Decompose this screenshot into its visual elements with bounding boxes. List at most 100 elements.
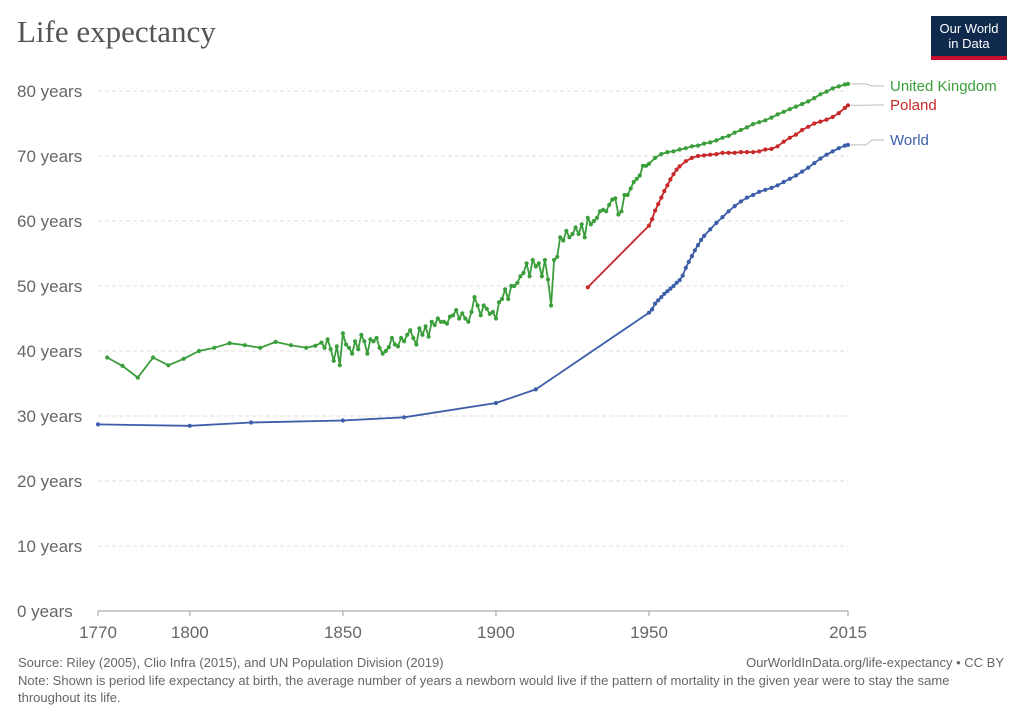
data-point — [775, 112, 780, 117]
data-point — [340, 331, 345, 336]
data-point — [478, 313, 483, 318]
data-point — [435, 316, 440, 321]
data-point — [399, 335, 404, 341]
data-point — [368, 337, 373, 342]
series-labels: United Kingdom Poland World — [851, 78, 997, 149]
data-point — [340, 418, 345, 423]
data-point — [386, 345, 391, 350]
owid-logo[interactable]: Our World in Data — [931, 16, 1007, 60]
data-point — [775, 183, 780, 188]
data-point — [377, 345, 382, 350]
data-point — [570, 231, 575, 237]
x-tick-label: 2015 — [829, 623, 867, 642]
y-tick-label: 60 years — [17, 212, 82, 231]
data-point — [616, 212, 621, 217]
data-point — [533, 387, 538, 392]
data-point — [325, 337, 330, 342]
data-point — [830, 86, 835, 91]
series-label: United Kingdom — [890, 78, 997, 95]
data-point — [273, 339, 278, 344]
data-point — [800, 101, 805, 107]
data-point — [457, 316, 462, 321]
data-point — [836, 111, 841, 116]
data-point — [481, 303, 486, 308]
data-point — [524, 261, 529, 266]
label-connector — [851, 83, 884, 87]
data-point — [555, 254, 560, 259]
data-point — [695, 143, 701, 148]
data-point — [646, 161, 652, 166]
data-point — [751, 192, 756, 198]
x-tick-label: 1950 — [630, 623, 668, 642]
data-point — [380, 351, 385, 356]
data-point — [484, 306, 489, 311]
data-point — [836, 146, 841, 151]
data-point — [432, 322, 437, 328]
data-point — [371, 339, 376, 344]
data-point — [249, 420, 254, 425]
data-point — [288, 343, 293, 348]
data-point — [463, 316, 468, 321]
data-point — [503, 287, 508, 292]
data-point — [444, 321, 450, 326]
data-point — [561, 238, 566, 243]
x-axis-ticks: 1770 1800 1850 1900 1950 2015 — [79, 611, 867, 642]
data-point — [512, 283, 517, 289]
chart-title: Life expectancy — [17, 14, 216, 49]
data-point — [702, 153, 707, 158]
data-point — [322, 345, 327, 350]
data-point — [824, 117, 829, 122]
data-point — [689, 144, 695, 149]
data-point — [640, 163, 646, 168]
data-point — [662, 189, 667, 194]
data-point — [362, 339, 367, 344]
data-point — [686, 259, 691, 264]
data-point — [567, 235, 572, 240]
data-point — [331, 358, 336, 363]
data-point — [500, 296, 505, 302]
data-point — [552, 257, 557, 263]
data-point — [830, 149, 835, 154]
data-point — [353, 339, 358, 344]
data-point — [337, 363, 342, 368]
data-point — [258, 345, 263, 350]
data-point — [628, 186, 633, 191]
data-point — [417, 326, 422, 331]
data-point — [105, 355, 110, 360]
data-point — [650, 217, 655, 222]
data-point — [677, 147, 682, 152]
data-point — [408, 328, 413, 333]
data-point — [714, 152, 719, 157]
y-tick-label: 20 years — [17, 472, 82, 491]
series-line — [106, 83, 849, 379]
data-point — [414, 342, 419, 347]
data-point — [472, 295, 477, 300]
data-point — [659, 195, 664, 200]
data-point — [521, 270, 526, 276]
credit-link[interactable]: OurWorldInData.org/life-expectancy • CC … — [746, 655, 1004, 670]
data-point — [441, 319, 446, 324]
data-point — [328, 347, 333, 352]
data-point — [604, 209, 609, 214]
data-point — [365, 351, 370, 356]
data-point — [530, 257, 535, 263]
data-point — [411, 335, 416, 341]
data-point — [515, 280, 520, 285]
data-point — [695, 153, 701, 159]
data-point — [120, 363, 125, 368]
data-point — [818, 156, 823, 161]
data-point — [542, 257, 548, 263]
y-tick-label: 70 years — [17, 147, 82, 166]
x-tick-label: 1900 — [477, 623, 515, 642]
data-point — [781, 139, 786, 144]
data-point — [490, 309, 495, 315]
data-point — [607, 202, 612, 207]
data-point — [738, 150, 744, 155]
data-point — [763, 187, 768, 192]
data-point — [588, 222, 594, 227]
data-point — [769, 115, 774, 120]
label-connector — [851, 139, 884, 146]
y-tick-label: 30 years — [17, 407, 82, 426]
data-point — [751, 122, 756, 127]
data-point — [775, 144, 780, 149]
